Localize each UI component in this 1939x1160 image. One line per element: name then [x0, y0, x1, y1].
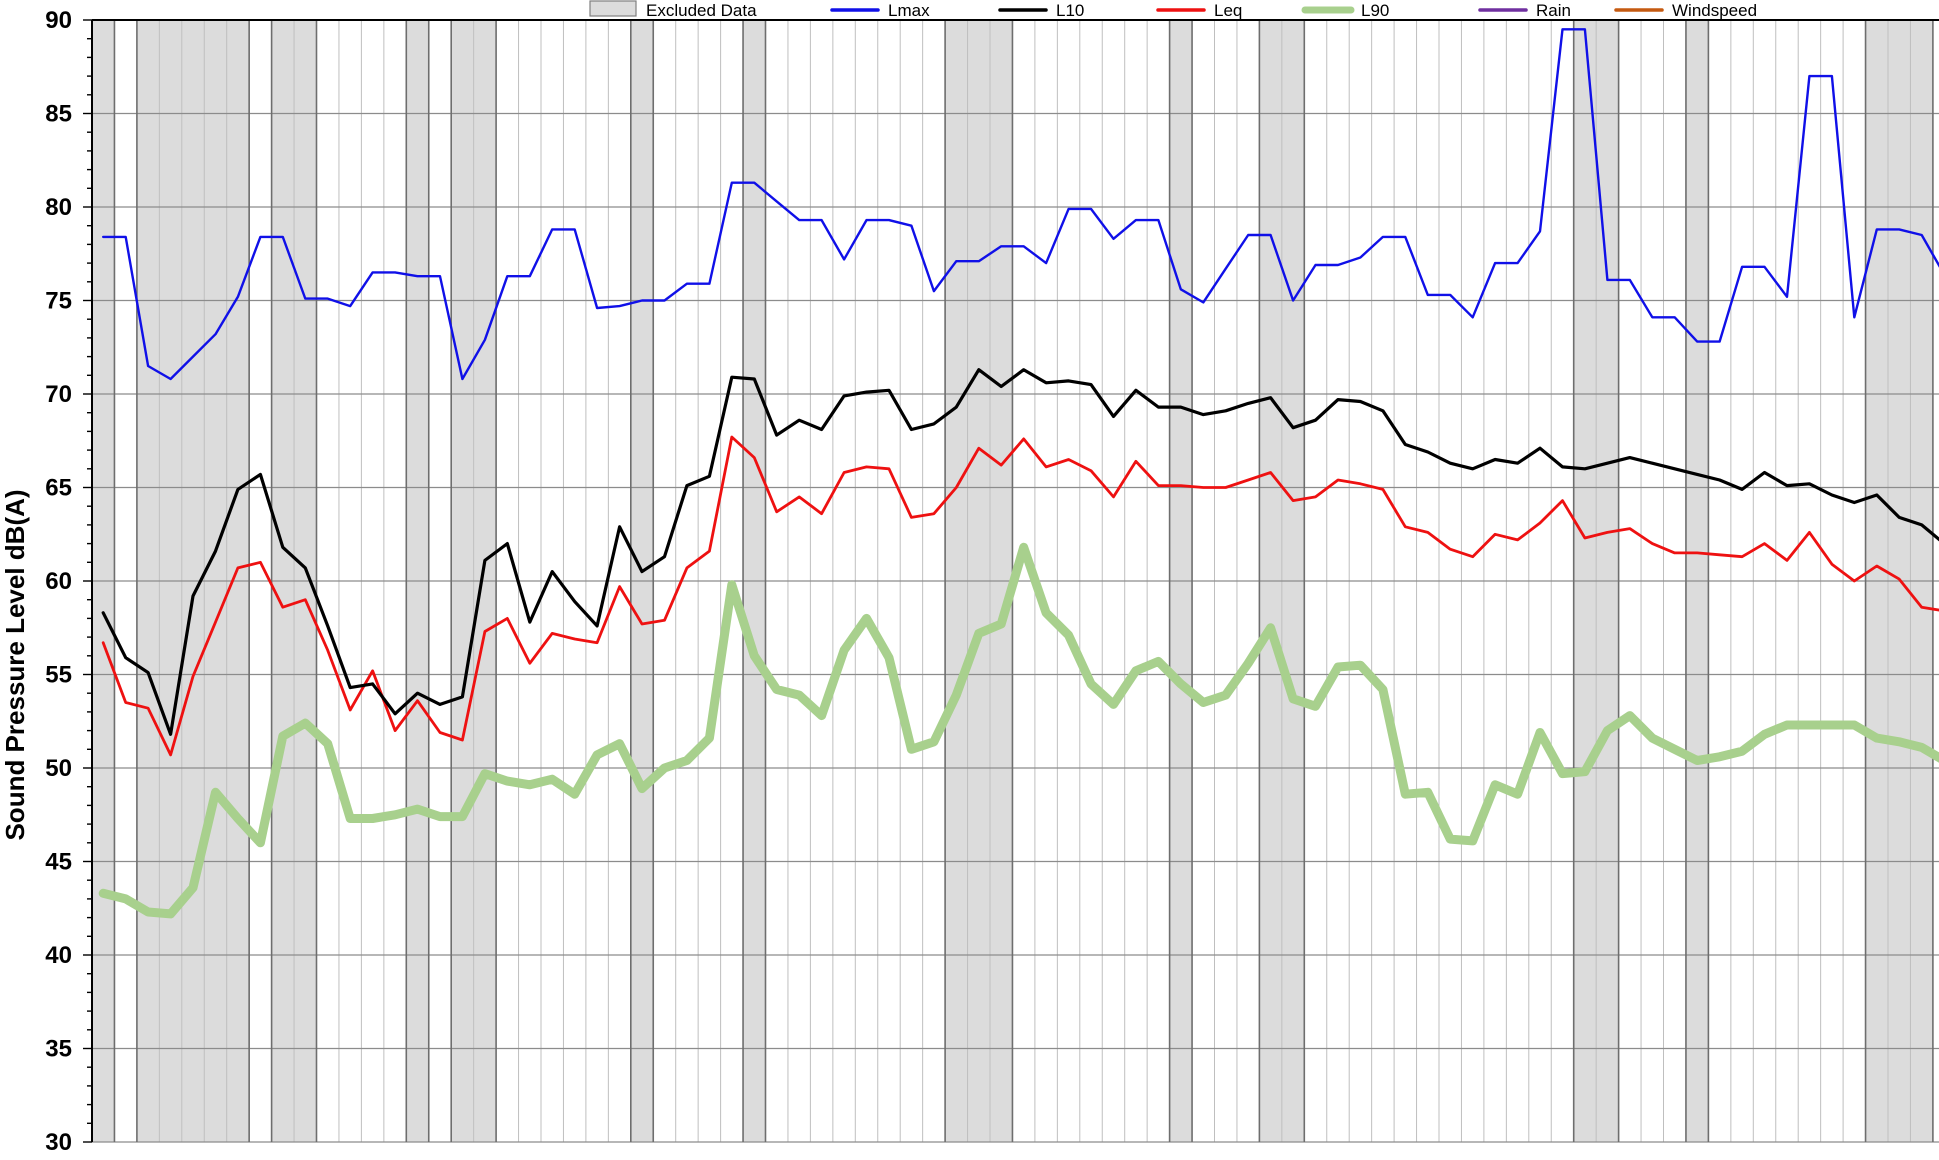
legend-item-excluded-data: Excluded Data [589, 0, 757, 20]
y-tick-label: 65 [45, 475, 72, 502]
y-tick-label: 35 [45, 1036, 72, 1063]
axes: 30 35 40 45 50 55 60 65 70 75 80 85 90 [45, 7, 1939, 1156]
data-series [98, 28, 1939, 919]
y-tick-label: 40 [45, 942, 72, 969]
series-lmax [101, 28, 1939, 381]
legend-item-rain: Rain [1478, 1, 1571, 20]
y-tick-label: 30 [45, 1129, 72, 1156]
legend-item-windspeed: Windspeed [1614, 1, 1757, 20]
legend-label: L90 [1361, 1, 1389, 20]
y-tick-label: 45 [45, 849, 72, 876]
series-leq [101, 435, 1939, 757]
y-tick-label: 60 [45, 568, 72, 595]
legend-label: Excluded Data [646, 1, 757, 20]
legend: Excluded Data Lmax L10 Leq L90 Rain Windspeed [589, 0, 1757, 20]
legend-label: Leq [1214, 1, 1242, 20]
legend-swatch [589, 0, 637, 17]
legend-label: L10 [1056, 1, 1084, 20]
y-tick-label: 80 [45, 194, 72, 221]
gridlines [91, 19, 1939, 1143]
series-l10 [101, 368, 1939, 736]
legend-item-l90: L90 [1301, 1, 1389, 20]
legend-item-lmax: Lmax [830, 1, 930, 20]
legend-item-leq: Leq [1156, 1, 1242, 20]
legend-label: Rain [1536, 1, 1571, 20]
series-l90 [98, 542, 1939, 919]
y-tick-label: 55 [45, 662, 72, 689]
legend-item-l10: L10 [998, 1, 1084, 20]
y-tick-label: 50 [45, 755, 72, 782]
y-tick-label: 70 [45, 381, 72, 408]
y-axis-label: Sound Pressure Level dB(A) [0, 489, 30, 840]
y-tick-label: 90 [45, 7, 72, 34]
legend-label: Lmax [888, 1, 930, 20]
y-tick-label: 75 [45, 288, 72, 315]
y-tick-label: 85 [45, 101, 72, 128]
legend-label: Windspeed [1672, 1, 1757, 20]
